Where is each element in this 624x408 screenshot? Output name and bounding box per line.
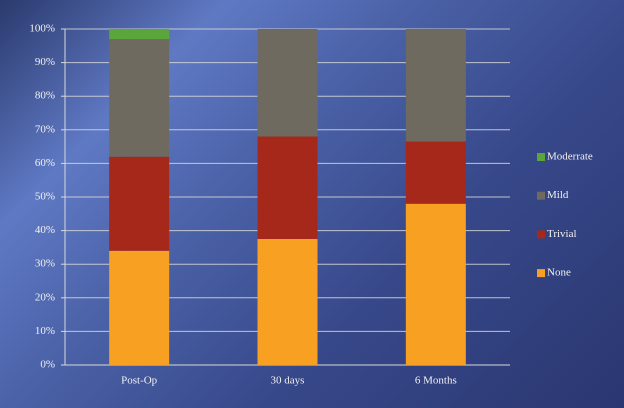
legend-label: Mild xyxy=(547,189,569,201)
y-tick-label: 50% xyxy=(35,191,55,203)
x-tick-label: 6 Months xyxy=(415,375,457,387)
y-tick-label: 20% xyxy=(35,291,55,303)
bar-segment xyxy=(405,141,466,204)
legend-swatch xyxy=(537,153,545,161)
y-tick-label: 90% xyxy=(35,56,55,68)
legend-swatch xyxy=(537,269,545,278)
y-tick-label: 60% xyxy=(35,157,55,169)
y-tick-label: 80% xyxy=(35,90,55,102)
bar-segment xyxy=(109,156,170,251)
x-tick-label: 30 days xyxy=(271,375,305,387)
bar-segment xyxy=(405,203,466,365)
legend-label: None xyxy=(547,267,571,279)
x-tick-label: Post-Op xyxy=(121,375,158,387)
legend-label: Trivial xyxy=(547,228,577,240)
y-tick-label: 0% xyxy=(40,359,55,371)
y-tick-label: 100% xyxy=(29,23,55,35)
legend-swatch xyxy=(537,191,545,200)
bar-segment xyxy=(257,29,318,137)
legend-swatch xyxy=(537,230,545,239)
y-tick-label: 70% xyxy=(35,123,55,135)
y-tick-label: 10% xyxy=(35,325,55,337)
y-tick-label: 30% xyxy=(35,258,55,270)
bar-segment xyxy=(109,250,170,365)
bar-segment xyxy=(257,239,318,365)
bar-segment xyxy=(109,39,170,157)
bar-segment xyxy=(257,136,318,239)
legend-label: Moderrate xyxy=(547,151,593,163)
y-tick-label: 40% xyxy=(35,224,55,236)
bar-segment xyxy=(405,29,466,142)
bar-segment xyxy=(109,29,170,40)
